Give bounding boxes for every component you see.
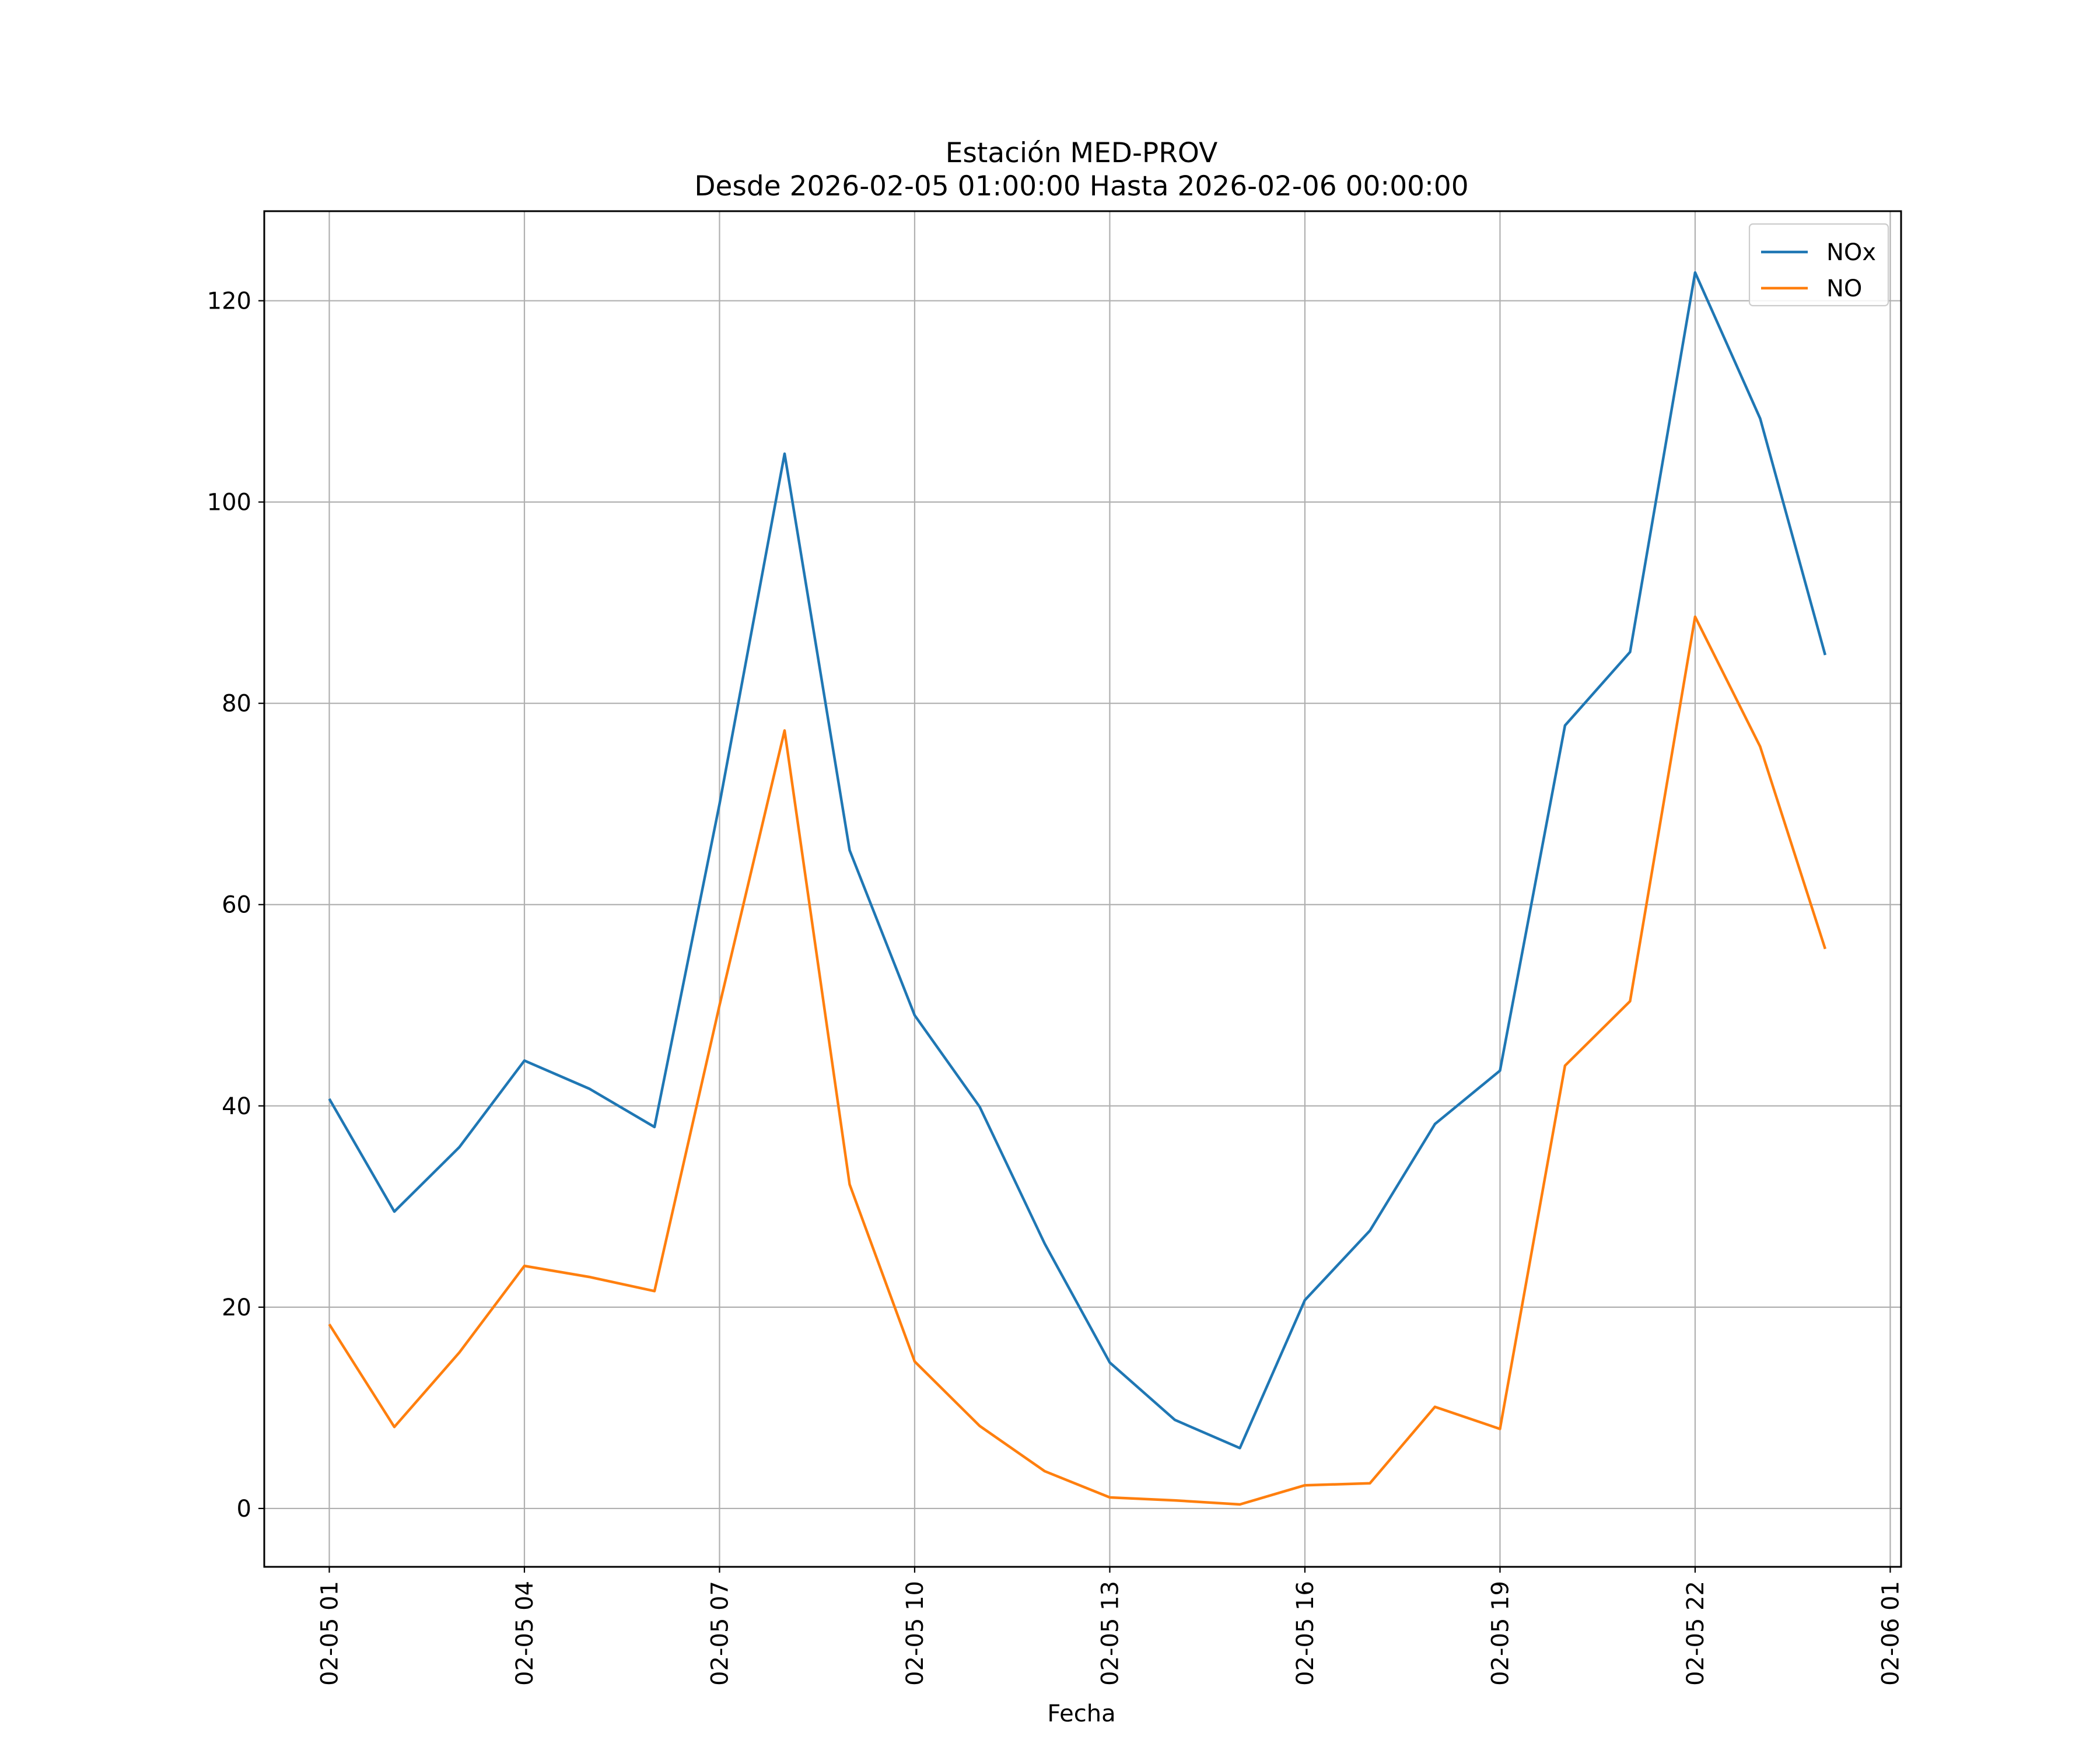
y-tick-label: 100 bbox=[207, 489, 251, 516]
y-tick-label: 120 bbox=[207, 288, 251, 315]
legend-label-nox: NOx bbox=[1826, 239, 1876, 266]
y-tick-label: 20 bbox=[222, 1294, 251, 1321]
y-tick-label: 60 bbox=[222, 892, 251, 919]
legend: NOx NO bbox=[1748, 223, 1889, 307]
series-lines bbox=[328, 271, 1827, 1506]
x-tick-label: 02-05 07 bbox=[706, 1581, 733, 1686]
x-tick-label: 02-05 01 bbox=[316, 1581, 343, 1686]
grid-lines bbox=[264, 211, 1901, 1567]
legend-label-no: NO bbox=[1826, 275, 1862, 302]
plot-area-frame bbox=[263, 210, 1902, 1568]
chart-title: Estación MED-PROV bbox=[946, 137, 1218, 169]
y-tick-label: 0 bbox=[237, 1496, 251, 1522]
x-tick-label: 02-05 10 bbox=[902, 1581, 929, 1686]
x-tick-label: 02-05 22 bbox=[1682, 1581, 1709, 1686]
series-line-no bbox=[328, 615, 1827, 1506]
legend-box bbox=[1748, 223, 1889, 307]
y-tick-label: 40 bbox=[222, 1093, 251, 1120]
x-tick-label: 02-05 13 bbox=[1097, 1581, 1124, 1686]
series-line-nox bbox=[328, 271, 1827, 1450]
chart-subtitle: Desde 2026-02-05 01:00:00 Hasta 2026-02-… bbox=[694, 170, 1468, 202]
axis-ticks: 0 20 40 60 80 100 120 02-05 01 02-05 04 02-05 07 0… bbox=[207, 288, 1905, 1686]
x-axis-label: Fecha bbox=[1047, 1700, 1115, 1727]
x-tick-label: 02-05 16 bbox=[1292, 1581, 1319, 1686]
x-tick-label: 02-05 19 bbox=[1487, 1581, 1514, 1686]
x-tick-label: 02-05 04 bbox=[512, 1581, 538, 1686]
x-tick-label: 02-06 01 bbox=[1877, 1581, 1904, 1686]
y-tick-label: 80 bbox=[222, 691, 251, 718]
